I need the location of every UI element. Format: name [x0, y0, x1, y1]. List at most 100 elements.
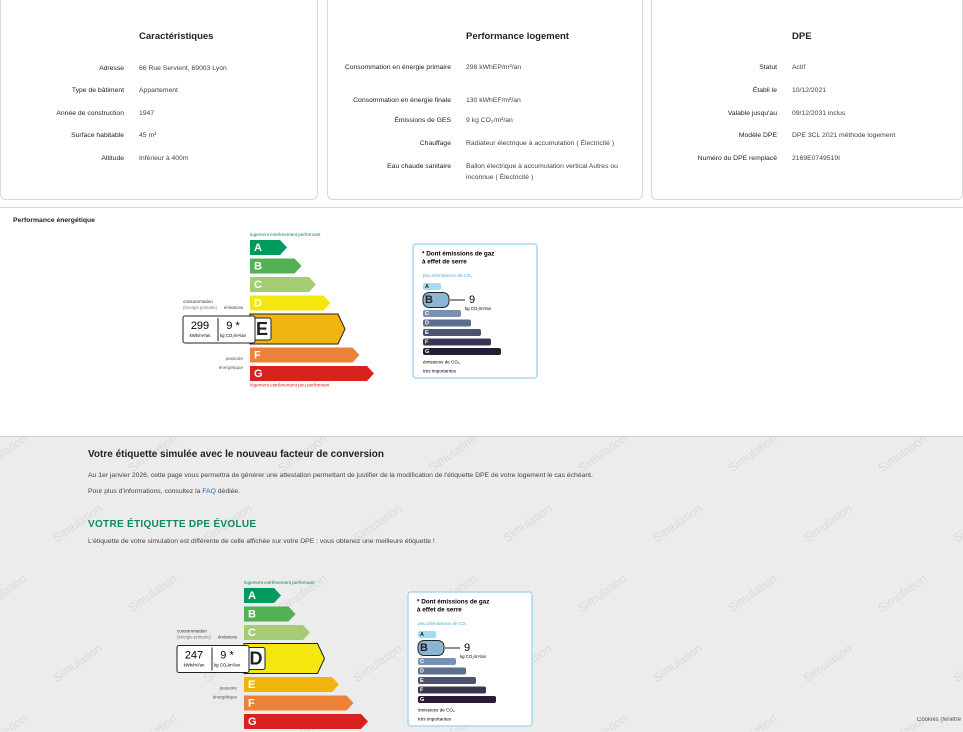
ges-value: 9 [469, 294, 475, 306]
section-title: Performance énergétique [13, 217, 95, 224]
emissions-unit: kg CO₂/m²/an [214, 663, 241, 668]
passoire-label: passoire [220, 686, 238, 691]
class-arrow [244, 714, 368, 729]
row-value: Ballon électrique à accumulation vertica… [466, 163, 618, 181]
watermark: Simulation [651, 641, 705, 685]
class-letter: F [248, 697, 255, 709]
row-value: 2169E0749519I [792, 155, 841, 162]
row-value: 66 Rue Servient, 69003 Lyon [139, 65, 227, 72]
info-card [651, 0, 963, 200]
row-label: Établi le [752, 87, 777, 94]
consumption-value: 299 [191, 320, 209, 332]
ges-letter: F [425, 339, 429, 345]
watermark: Simulation [801, 641, 855, 685]
faq-before: Pour plus d'informations, consultez la [88, 488, 203, 495]
class-arrow [244, 695, 354, 711]
faq-link[interactable]: FAQ [202, 488, 216, 495]
emissions-value: 9 * [220, 649, 234, 661]
watermark: Simulation [576, 571, 630, 615]
class-letter: G [254, 368, 263, 380]
ges-bar [423, 329, 481, 336]
card-title: Performance logement [466, 31, 569, 42]
cookies-link[interactable]: Cookies (fenêtre [917, 717, 962, 723]
ges-letter: C [420, 659, 424, 665]
class-arrow [244, 677, 339, 692]
card-title: Caractéristiques [139, 31, 214, 42]
ges-title: * Dont émissions de gaz [422, 251, 494, 258]
watermark: Simulation [801, 501, 855, 545]
passoire-label: énergétique [219, 365, 244, 370]
ges-letter: E [420, 678, 424, 684]
watermark: Simulation [351, 641, 405, 685]
ges-unit: kg CO₂/m²/an [460, 654, 487, 659]
row-value: 45 m² [139, 132, 157, 139]
ges-low: peu d'émissions de CO₂ [423, 273, 472, 278]
watermark: Simulation [726, 431, 780, 475]
consumption-value: 247 [185, 649, 203, 661]
watermark: Simulation [501, 501, 555, 545]
emissions-value: 9 * [226, 320, 240, 332]
row-label: Consommation en énergie primaire [344, 64, 451, 71]
row-value: 09/12/2031 inclus [792, 110, 846, 117]
ges-low: peu d'émissions de CO₂ [418, 621, 467, 626]
energy-label: logement extrêmement performant ABCDEFGco… [176, 580, 368, 729]
emissions-title: émissions [218, 635, 237, 640]
ges-bar [422, 292, 450, 308]
row-value: Actif [792, 64, 806, 71]
class-arrow [244, 588, 281, 603]
consumption-unit: kWh/m²/an [184, 663, 205, 668]
class-arrow [250, 347, 360, 363]
row-label: Numéro du DPE remplacé [697, 155, 777, 162]
value-box [182, 315, 256, 344]
emissions-unit: kg CO₂/m²/an [220, 333, 247, 338]
watermark: Simulation [876, 431, 930, 475]
ges-bar [418, 658, 456, 665]
row-value: Inférieur à 400m [139, 155, 189, 162]
row-label: Consommation en énergie finale [353, 97, 451, 104]
energy-label: logement extrêmement performant ABCDEFGlo… [182, 232, 374, 388]
class-letter: C [254, 279, 262, 291]
consumption-title: consommation [183, 299, 213, 304]
value-box [176, 645, 250, 673]
class-letter: E [256, 319, 268, 339]
class-arrow [250, 240, 287, 255]
class-arrow [250, 277, 316, 292]
watermark: Simulation [126, 571, 180, 615]
watermark: Simulation [951, 501, 963, 545]
ges-letter: F [420, 687, 424, 693]
label-top: logement extrêmement performant [244, 580, 315, 585]
ges-letter: D [420, 668, 424, 674]
ges-bar [418, 631, 436, 638]
row-label: Surface habitable [71, 132, 124, 139]
consumption-sub: (énergie primaire) [177, 635, 211, 640]
watermark: Simulation [726, 571, 780, 615]
consumption-title: consommation [177, 629, 207, 634]
class-letter: A [248, 590, 256, 602]
row-value: 1947 [139, 110, 155, 117]
class-arrow [250, 366, 374, 381]
card-title: DPE [792, 31, 812, 42]
ges-bar [418, 696, 496, 703]
watermark: Simulation [726, 711, 780, 731]
info-card [0, 0, 318, 200]
class-letter: D [250, 648, 263, 668]
watermark: Simulation [651, 501, 705, 545]
row-value: Appartement [139, 87, 178, 94]
row-label: Émissions de GES [394, 117, 451, 124]
watermark: Simulation [0, 711, 29, 731]
faq-after: dédiée. [215, 488, 241, 495]
row-value: 10/12/2021 [792, 87, 827, 94]
row-label: Eau chaude sanitaire [387, 163, 451, 170]
ges-letter: A [420, 632, 424, 638]
ges-high: émissions de CO₂ [418, 708, 455, 713]
row-label: Statut [759, 64, 777, 71]
simulation-title: Votre étiquette simulée avec le nouveau … [88, 449, 385, 460]
watermark: Simulation [0, 571, 29, 615]
class-letter: A [254, 242, 262, 254]
label-bottom: logement extrêmement peu performant [250, 383, 330, 388]
watermark: Simulation [0, 431, 29, 475]
label-top: logement extrêmement performant [250, 232, 321, 237]
